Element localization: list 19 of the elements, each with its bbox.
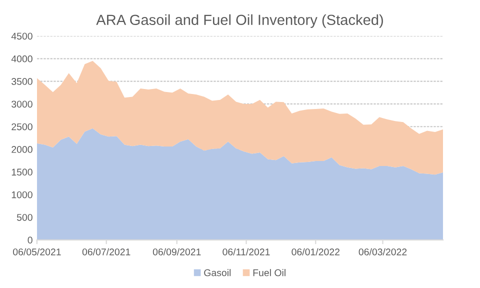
x-tick-label: 06/11/2021 <box>222 248 270 256</box>
x-tick-label: 06/07/2021 <box>82 248 130 256</box>
x-tick-label: 06/09/2021 <box>152 248 201 256</box>
y-tick-label: 1500 <box>12 168 32 176</box>
y-tick-label: 2500 <box>12 123 32 130</box>
y-tick-label: 3000 <box>12 100 32 108</box>
x-tick-label: 06/03/2022 <box>358 248 407 256</box>
legend-label: Gasoil <box>204 269 231 276</box>
x-tick-label: 06/01/2022 <box>292 248 340 256</box>
y-tick-label: 4500 <box>11 32 32 40</box>
y-tick-label: 500 <box>16 214 32 221</box>
y-tick-label: 1000 <box>12 191 32 198</box>
x-tick-label: 06/05/2021 <box>13 248 61 256</box>
y-tick-label: 4000 <box>11 55 32 62</box>
legend-label: Fuel Oil <box>253 269 286 276</box>
y-tick-label: 0 <box>28 236 32 244</box>
y-tick-label: 3500 <box>12 78 32 85</box>
chart-title: ARA Gasoil and Fuel Oil Inventory (Stacked) <box>96 14 383 28</box>
y-tick-label: 2000 <box>12 146 32 153</box>
